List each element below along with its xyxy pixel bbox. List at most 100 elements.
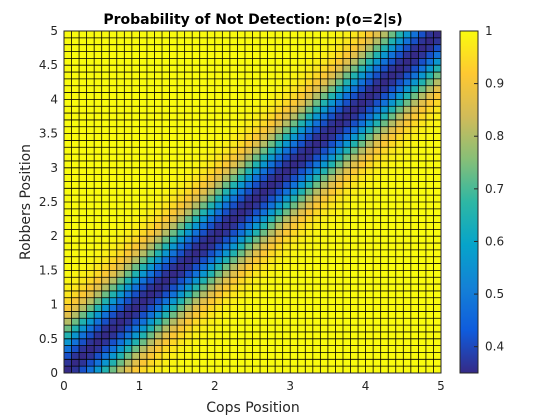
heatmap-cell	[403, 263, 411, 271]
heatmap-cell	[79, 331, 87, 339]
x-tick-label: 5	[437, 379, 445, 393]
heatmap-cell	[380, 202, 389, 209]
heatmap-cell	[342, 160, 351, 168]
heatmap-cell	[177, 352, 185, 360]
heatmap-cell	[154, 72, 163, 79]
heatmap-cell	[373, 85, 381, 93]
heatmap-cell	[373, 154, 381, 162]
heatmap-cell	[177, 297, 185, 305]
heatmap-cell	[177, 174, 185, 182]
heatmap-cell	[71, 167, 80, 175]
heatmap-cell	[380, 65, 389, 73]
heatmap-cell	[395, 290, 404, 298]
heatmap-cell	[139, 147, 147, 155]
heatmap-cell	[290, 133, 298, 141]
heatmap-cell	[237, 195, 246, 203]
heatmap-cell	[425, 106, 434, 114]
heatmap-cell	[305, 215, 313, 223]
heatmap-cell	[358, 58, 366, 66]
heatmap-cell	[312, 58, 321, 66]
heatmap-cell	[177, 359, 185, 367]
heatmap-cell	[139, 181, 147, 189]
heatmap-cell	[260, 345, 268, 353]
heatmap-cell	[131, 31, 140, 38]
heatmap-cell	[71, 99, 80, 107]
heatmap-cell	[169, 338, 178, 346]
heatmap-cell	[342, 126, 351, 134]
heatmap-cell	[101, 215, 110, 223]
heatmap-cell	[71, 51, 80, 59]
heatmap-cell	[192, 65, 200, 73]
heatmap-cell	[184, 270, 193, 278]
heatmap-cell	[94, 181, 102, 189]
heatmap-cell	[131, 325, 140, 333]
heatmap-cell	[410, 256, 419, 264]
heatmap-cell	[380, 208, 389, 216]
heatmap-cell	[252, 243, 261, 250]
y-tick-label: 1	[50, 298, 58, 312]
heatmap-cell	[94, 92, 102, 100]
heatmap-cell	[380, 249, 389, 257]
heatmap-cell	[275, 236, 283, 244]
heatmap-cell	[222, 99, 230, 107]
heatmap-cell	[146, 202, 155, 209]
heatmap-cell	[124, 345, 132, 353]
heatmap-cell	[252, 229, 261, 237]
heatmap-cell	[335, 31, 344, 38]
heatmap-cell	[101, 140, 110, 148]
heatmap-cell	[229, 256, 238, 264]
heatmap-cell	[425, 359, 434, 367]
heatmap-cell	[131, 331, 140, 339]
heatmap-cell	[388, 72, 396, 79]
heatmap-cell	[290, 78, 298, 86]
heatmap-cell	[116, 338, 125, 346]
heatmap-cell	[380, 167, 389, 175]
heatmap-cell	[403, 359, 411, 367]
heatmap-cell	[207, 92, 215, 100]
heatmap-cell	[342, 72, 351, 79]
heatmap-cell	[184, 154, 193, 162]
heatmap-cell	[169, 58, 178, 66]
heatmap-cell	[229, 51, 238, 59]
heatmap-cell	[260, 106, 268, 114]
heatmap-cell	[358, 119, 366, 127]
heatmap-cell	[94, 160, 102, 168]
heatmap-cell	[177, 126, 185, 134]
heatmap-cell	[305, 249, 313, 257]
heatmap-cell	[365, 352, 374, 360]
heatmap-cell	[350, 133, 359, 141]
heatmap-cell	[244, 37, 253, 45]
heatmap-cell	[177, 366, 185, 374]
heatmap-cell	[418, 249, 426, 257]
heatmap-cell	[275, 113, 283, 120]
heatmap-cell	[116, 331, 125, 339]
heatmap-cell	[109, 297, 117, 305]
heatmap-cell	[418, 236, 426, 244]
heatmap-cell	[199, 359, 208, 367]
heatmap-cell	[312, 297, 321, 305]
heatmap-cell	[79, 290, 87, 298]
heatmap-cell	[433, 325, 442, 333]
colorbar-tick-label: 1	[485, 24, 493, 38]
heatmap-cell	[418, 243, 426, 250]
heatmap-cell	[192, 243, 200, 250]
heatmap-cell	[124, 65, 132, 73]
heatmap-cell	[131, 256, 140, 264]
heatmap-cell	[350, 345, 359, 353]
heatmap-cell	[214, 99, 223, 107]
heatmap-cell	[109, 119, 117, 127]
heatmap-cell	[192, 181, 200, 189]
heatmap-cell	[275, 160, 283, 168]
heatmap-cell	[199, 126, 208, 134]
heatmap-cell	[139, 167, 147, 175]
heatmap-cell	[162, 119, 170, 127]
heatmap-cell	[365, 99, 374, 107]
heatmap-cell	[184, 366, 193, 374]
heatmap-cell	[335, 236, 344, 244]
colorbar-tick-label: 0.4	[485, 340, 504, 354]
heatmap-cell	[192, 119, 200, 127]
heatmap-cell	[109, 37, 117, 45]
heatmap-cell	[297, 154, 306, 162]
heatmap-cell	[395, 126, 404, 134]
heatmap-cell	[229, 297, 238, 305]
